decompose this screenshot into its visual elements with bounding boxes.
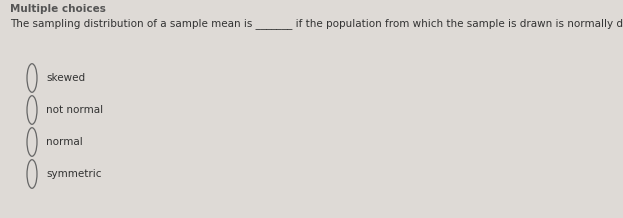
Text: symmetric: symmetric (46, 169, 102, 179)
Text: normal: normal (46, 137, 83, 147)
Text: The sampling distribution of a sample mean is _______ if the population from whi: The sampling distribution of a sample me… (10, 18, 623, 29)
Text: skewed: skewed (46, 73, 85, 83)
Text: not normal: not normal (46, 105, 103, 115)
Text: Multiple choices: Multiple choices (10, 4, 106, 14)
